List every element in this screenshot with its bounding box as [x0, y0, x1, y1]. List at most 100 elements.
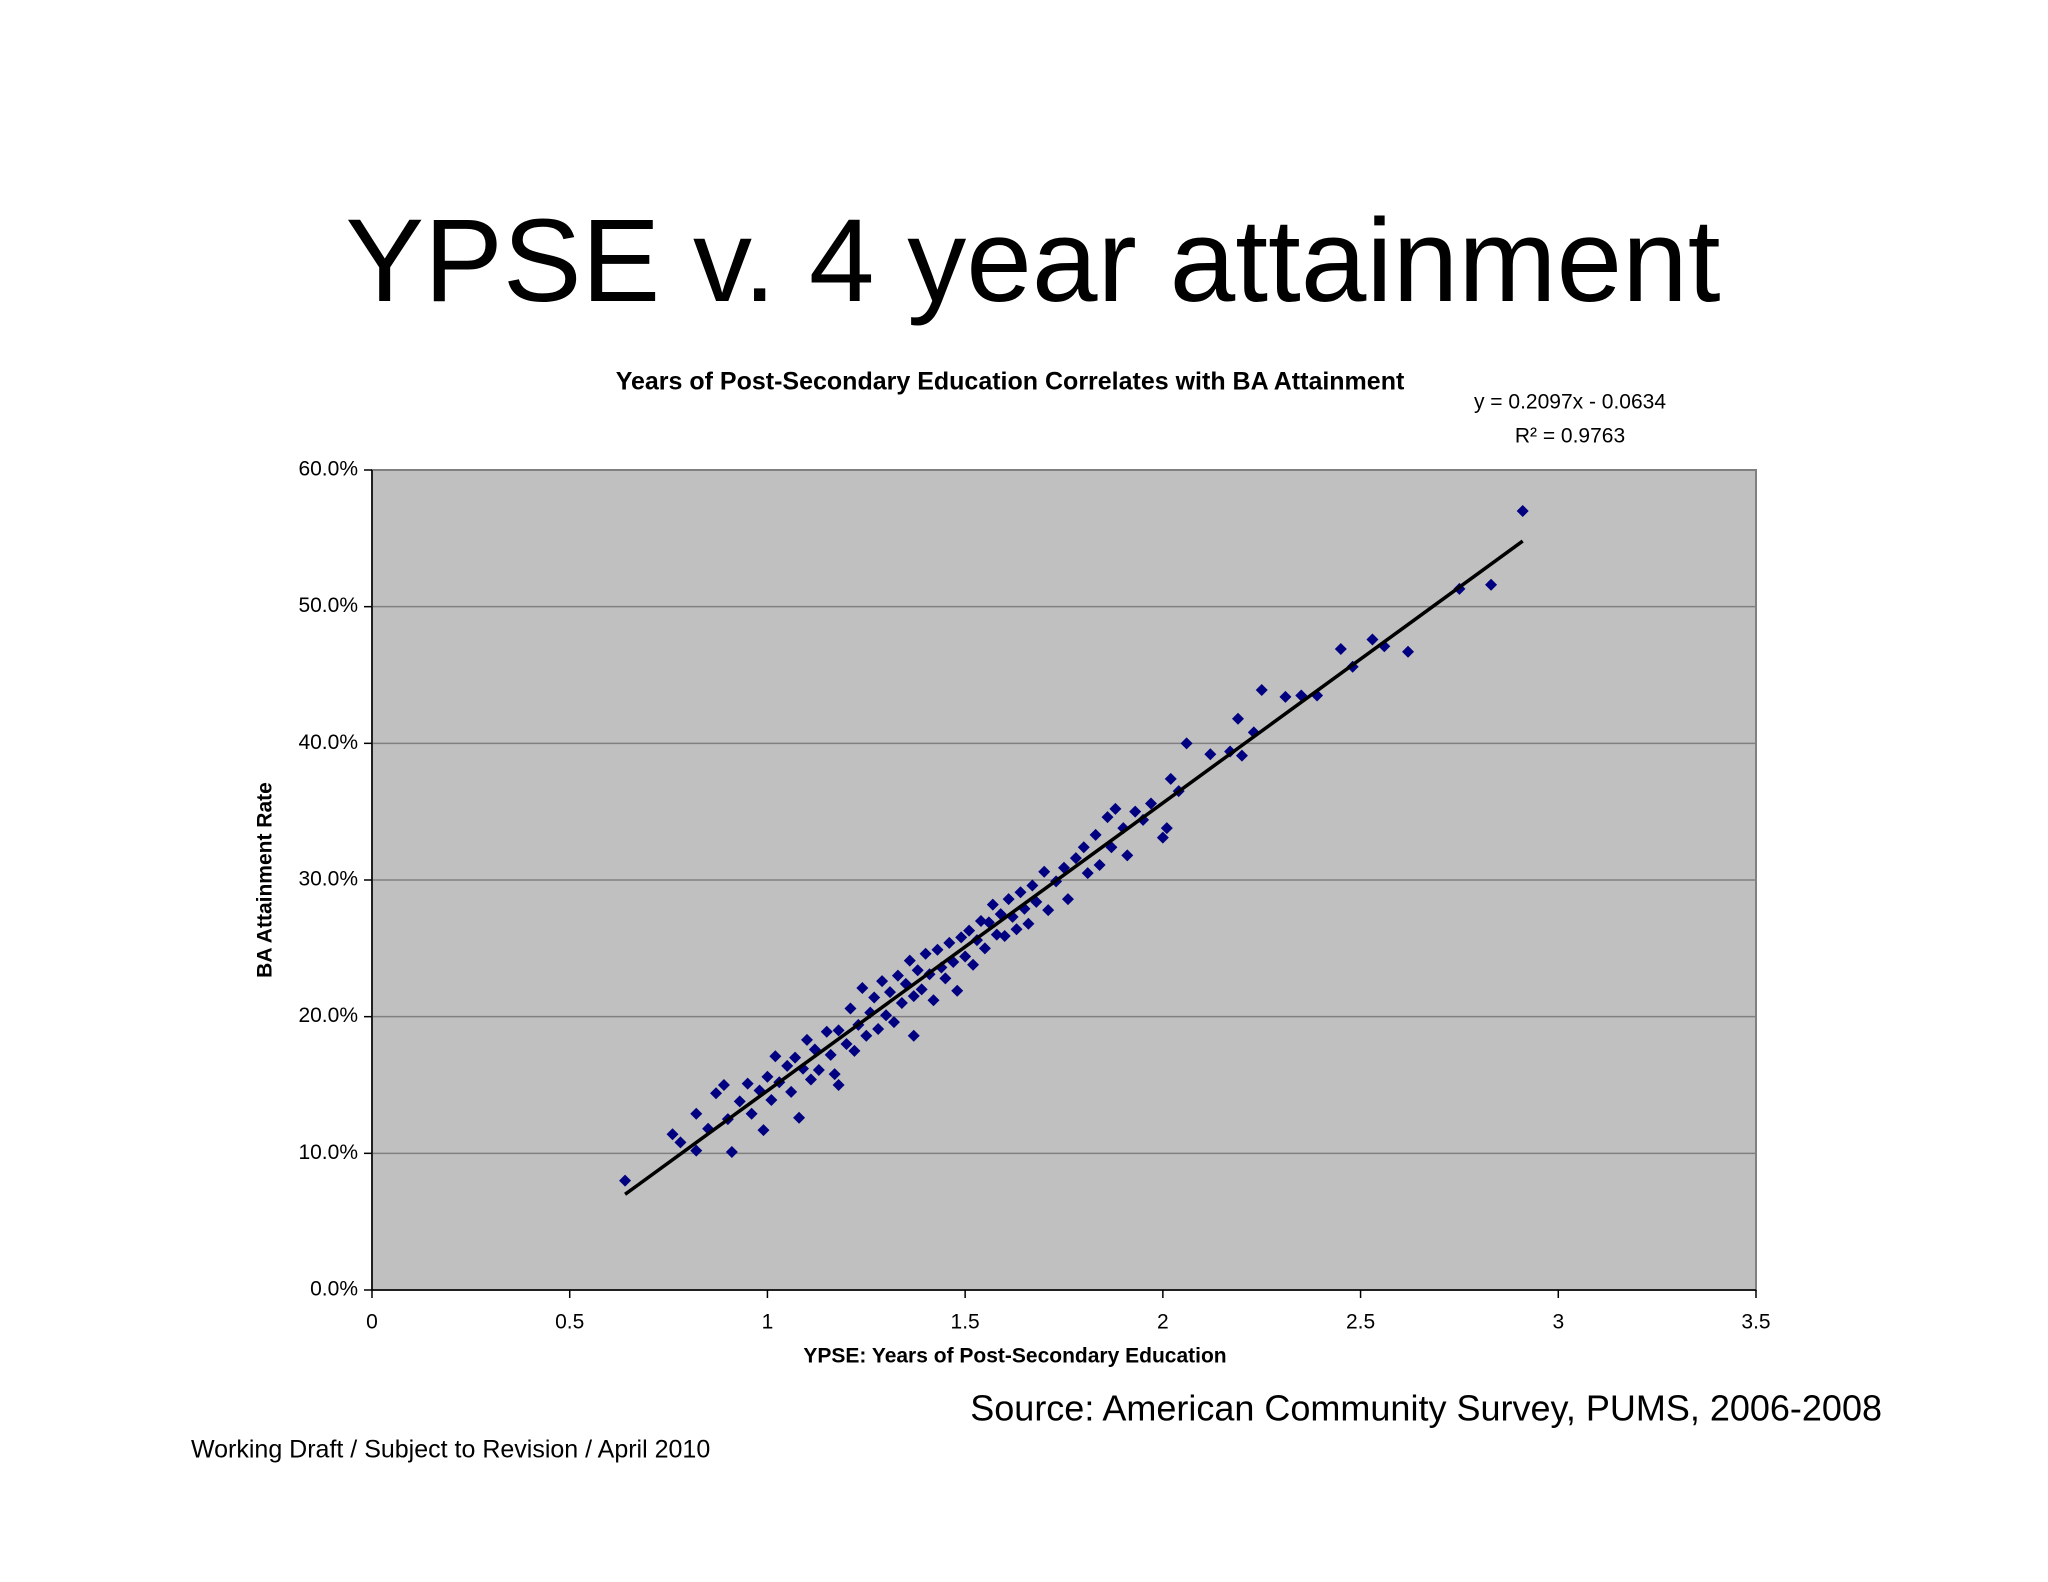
- point: [1038, 865, 1051, 878]
- point: [848, 1044, 861, 1057]
- point: [1156, 831, 1169, 844]
- point: [931, 943, 944, 956]
- point: [690, 1144, 703, 1157]
- point: [895, 997, 908, 1009]
- point: [974, 915, 987, 927]
- point: [804, 1073, 817, 1086]
- x-tick-label: 3.5: [1741, 1311, 1770, 1334]
- x-tick-label: 0: [366, 1311, 378, 1334]
- y-tick-label: 50.0%: [298, 594, 358, 617]
- slide-title: YPSE v. 4 year attainment: [345, 195, 1720, 327]
- point: [860, 1029, 873, 1042]
- point: [1022, 917, 1035, 930]
- y-tick-label: 30.0%: [298, 868, 358, 891]
- x-tick-label: 2.5: [1346, 1311, 1375, 1334]
- point: [1129, 805, 1142, 818]
- point: [1366, 633, 1379, 646]
- point: [939, 972, 952, 985]
- x-tick-label: 0.5: [555, 1311, 584, 1334]
- point: [1235, 749, 1248, 762]
- point: [765, 1094, 778, 1107]
- point: [978, 942, 991, 955]
- point: [832, 1024, 845, 1037]
- point: [990, 928, 1003, 941]
- x-tick-label: 1: [762, 1311, 774, 1334]
- point: [872, 1022, 885, 1035]
- point: [710, 1087, 723, 1100]
- point: [998, 930, 1011, 943]
- point: [824, 1048, 837, 1061]
- point: [884, 986, 897, 999]
- point: [1101, 811, 1114, 824]
- point: [1180, 737, 1193, 750]
- point: [789, 1051, 802, 1064]
- point: [1485, 578, 1498, 591]
- point: [911, 964, 924, 977]
- point: [907, 1029, 920, 1042]
- point: [733, 1095, 746, 1108]
- point: [1164, 772, 1177, 785]
- point: [832, 1079, 845, 1091]
- point: [619, 1174, 632, 1187]
- point: [876, 975, 889, 988]
- point: [1093, 858, 1106, 871]
- point: [1255, 684, 1268, 697]
- point: [891, 969, 904, 982]
- point: [690, 1107, 703, 1120]
- point: [1121, 849, 1134, 862]
- trend-equation: y = 0.2097x - 0.0634: [1474, 391, 1666, 414]
- y-tick-label: 0.0%: [310, 1278, 358, 1301]
- point: [1077, 841, 1090, 854]
- footer: Working Draft / Subject to Revision / Ap…: [191, 1436, 710, 1464]
- point: [1279, 690, 1292, 703]
- point: [903, 954, 916, 967]
- point: [963, 924, 976, 937]
- point: [943, 936, 956, 949]
- point: [725, 1145, 738, 1158]
- y-tick-label: 10.0%: [298, 1141, 358, 1164]
- r-squared: R² = 0.9763: [1515, 425, 1625, 448]
- point: [793, 1111, 806, 1124]
- point: [887, 1016, 900, 1029]
- point: [1069, 852, 1082, 865]
- point: [761, 1070, 774, 1083]
- point: [1204, 748, 1217, 761]
- chart-title: Years of Post-Secondary Education Correl…: [616, 368, 1405, 396]
- point: [915, 983, 928, 996]
- point: [1014, 886, 1027, 899]
- y-tick-label: 20.0%: [298, 1004, 358, 1027]
- point: [1334, 643, 1347, 656]
- point: [741, 1077, 754, 1090]
- y-tick-label: 40.0%: [298, 731, 358, 754]
- point: [1516, 505, 1529, 517]
- point: [666, 1128, 679, 1141]
- point: [1089, 828, 1102, 841]
- point: [812, 1063, 825, 1076]
- point: [868, 991, 881, 1004]
- point: [1002, 893, 1015, 906]
- point: [1402, 645, 1415, 658]
- point: [840, 1038, 853, 1050]
- point: [986, 898, 999, 911]
- point: [1010, 923, 1023, 936]
- x-tick-label: 3: [1552, 1311, 1564, 1334]
- point: [1231, 712, 1244, 725]
- point: [1144, 797, 1157, 810]
- point: [951, 984, 964, 997]
- point: [907, 990, 920, 1003]
- point: [844, 1002, 857, 1015]
- point: [1061, 893, 1074, 906]
- point: [820, 1025, 833, 1038]
- point: [1160, 822, 1173, 835]
- point: [1081, 867, 1094, 880]
- trendline: [624, 539, 1524, 1196]
- point: [856, 981, 869, 994]
- point: [785, 1085, 798, 1098]
- x-tick-label: 1.5: [951, 1311, 980, 1334]
- point: [800, 1033, 813, 1046]
- point: [967, 958, 980, 971]
- point: [919, 947, 932, 960]
- point: [828, 1068, 841, 1081]
- point: [927, 994, 940, 1007]
